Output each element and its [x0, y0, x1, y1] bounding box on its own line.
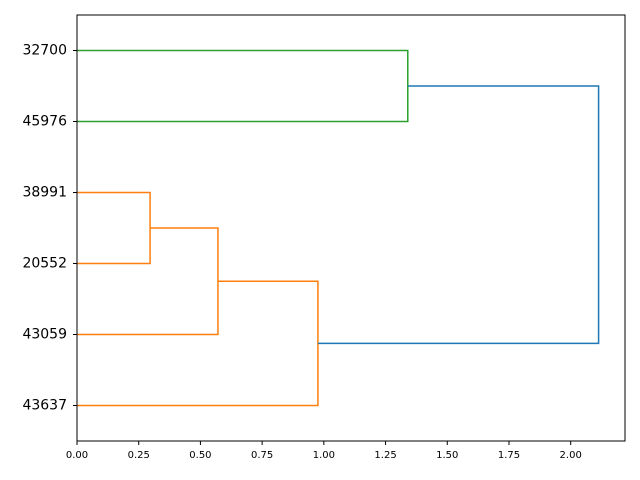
leaf-label: 43059 — [22, 327, 67, 343]
leaf-label: 38991 — [22, 185, 67, 201]
leaf-label: 43637 — [22, 398, 67, 414]
x-tick-label: 0.00 — [66, 450, 88, 461]
link — [77, 227, 219, 336]
leaf-label: 32700 — [22, 43, 67, 59]
leaf-label: 20552 — [22, 256, 67, 272]
x-tick-label: 1.50 — [436, 450, 458, 461]
x-tick-label: 1.25 — [374, 450, 396, 461]
link — [77, 280, 319, 407]
x-tick-label: 2.00 — [560, 450, 582, 461]
leaf-label: 45976 — [22, 114, 67, 130]
link — [77, 49, 409, 123]
x-tick-label: 0.50 — [189, 450, 211, 461]
x-tick-label: 0.75 — [251, 450, 273, 461]
x-tick-label: 0.25 — [128, 450, 150, 461]
axes-frame — [76, 14, 626, 442]
x-tick-label: 1.00 — [313, 450, 335, 461]
link — [317, 85, 600, 345]
x-tick-label: 1.75 — [498, 450, 520, 461]
link — [77, 191, 151, 265]
